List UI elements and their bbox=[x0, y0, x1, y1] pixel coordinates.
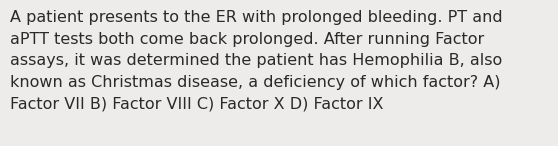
Text: A patient presents to the ER with prolonged bleeding. PT and
aPTT tests both com: A patient presents to the ER with prolon… bbox=[10, 10, 503, 112]
